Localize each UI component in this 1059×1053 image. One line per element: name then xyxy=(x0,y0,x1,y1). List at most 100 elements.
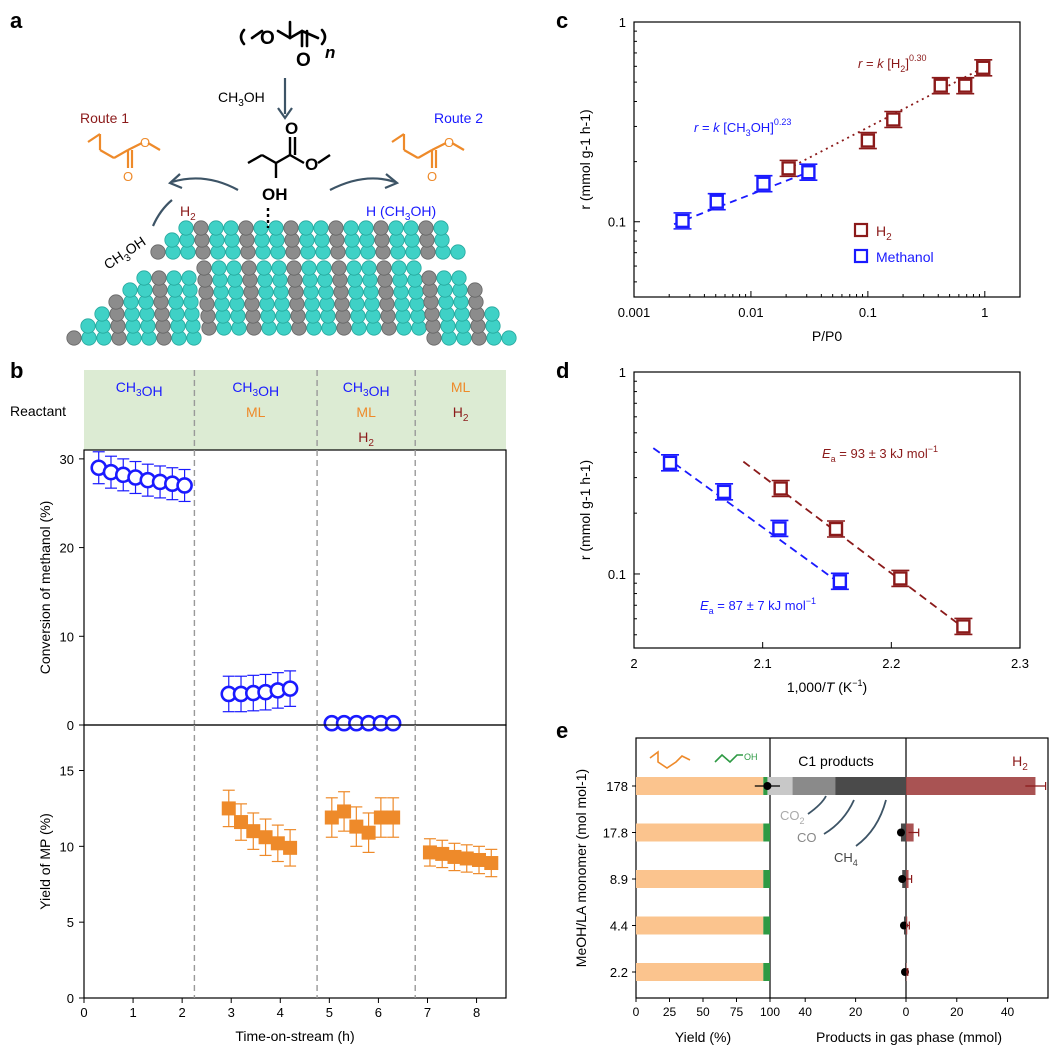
x-tick-label: 75 xyxy=(730,1005,744,1019)
y-tick-label: 1 xyxy=(619,15,626,30)
y-tick-label: 10 xyxy=(60,839,74,854)
panel-label-e: e xyxy=(556,718,568,743)
arrhenius-point xyxy=(773,481,788,496)
x-axis-label: 1,000/T (K−1) xyxy=(787,678,867,695)
x-tick-label: 3 xyxy=(228,1005,235,1020)
ml-carbonyl-o: O xyxy=(285,119,298,138)
oh-label: OH xyxy=(262,185,288,204)
arrhenius-point xyxy=(832,574,848,589)
surface-atom-gray xyxy=(421,270,437,286)
y-tick-label: 15 xyxy=(60,764,74,779)
x-tick-label: 4 xyxy=(277,1005,284,1020)
surface-atom-teal xyxy=(271,260,287,276)
yield-point xyxy=(270,836,285,851)
panel-label-b: b xyxy=(10,358,23,383)
ester-icon xyxy=(649,750,691,769)
fit-line xyxy=(673,170,812,226)
legend-label-h2: H2 xyxy=(876,223,892,243)
surface-atom-teal xyxy=(80,318,96,334)
h2-label: H2 xyxy=(1012,753,1028,773)
route1-arrow xyxy=(171,177,239,191)
x-axis-label: Time-on-stream (h) xyxy=(235,1028,354,1044)
yield-bar-ester xyxy=(636,916,764,935)
surface-atom-teal xyxy=(361,260,377,276)
surface-atom-gray xyxy=(108,294,124,310)
fit-label-methanol: r = k [CH3OH]0.23 xyxy=(694,117,791,138)
x-tick-label: 0 xyxy=(633,1005,640,1019)
co-arrow xyxy=(823,799,855,835)
route1-label: Route 1 xyxy=(80,110,129,126)
yield-bar-ester xyxy=(636,777,764,795)
y-tick-label: 20 xyxy=(60,541,74,556)
arrhenius-point xyxy=(956,619,971,634)
reactant-1-0: CH3OH xyxy=(232,379,279,399)
route1-product-o1: O xyxy=(123,169,133,184)
yield-point xyxy=(234,815,249,830)
yield-point xyxy=(221,801,236,816)
y-axis-label: Yield of MP (%) xyxy=(37,813,53,909)
y-tick-label: 0.1 xyxy=(608,215,626,230)
rate-point xyxy=(781,161,796,176)
co-annotation: CO xyxy=(797,830,817,845)
panel-a-scheme: O O n CH3OH O O OH Route 1 xyxy=(66,20,517,346)
x-tick-label: 20 xyxy=(950,1005,964,1019)
route2-product-o2: O xyxy=(444,135,454,150)
yield-point xyxy=(258,830,273,845)
x-tick-label: 2.2 xyxy=(882,656,900,671)
x-tick-label: 2.1 xyxy=(754,656,772,671)
y-tick-label: 1 xyxy=(619,365,626,380)
x-tick-label: 1 xyxy=(981,305,988,320)
yield-point xyxy=(337,804,352,819)
x-tick-label: 100 xyxy=(760,1005,780,1019)
x-tick-label: 2 xyxy=(630,656,637,671)
c1-total-point xyxy=(900,968,909,976)
catalyst-surface xyxy=(66,220,517,346)
x-tick-label: 2 xyxy=(179,1005,186,1020)
reactant-1-1: ML xyxy=(246,404,266,420)
carbonyl-o-label: O xyxy=(296,50,311,71)
surface-atom-teal xyxy=(226,260,242,276)
x-tick-label: 8 xyxy=(473,1005,480,1020)
yield-point xyxy=(386,810,401,825)
surface-atom-gray xyxy=(418,220,434,236)
y-tick-label: 0 xyxy=(67,991,74,1006)
surface-atom-teal xyxy=(211,260,227,276)
rate-point xyxy=(958,78,973,93)
surface-atom-teal xyxy=(436,270,452,286)
reactant-2-0: CH3OH xyxy=(343,379,390,399)
rate-point xyxy=(801,165,816,180)
y-tick-label: 5 xyxy=(67,915,74,930)
surface-atom-gray xyxy=(238,220,254,236)
yield-bar-ester xyxy=(636,963,764,981)
route2-arrow xyxy=(329,177,396,191)
yield-point xyxy=(472,852,487,867)
surface-atom-teal xyxy=(388,220,404,236)
surface-atom-teal xyxy=(164,232,180,248)
x-tick-label: 1 xyxy=(129,1005,136,1020)
surface-atom-teal xyxy=(358,220,374,236)
surface-methanol-label: CH3OH xyxy=(101,233,151,276)
surface-atom-gray xyxy=(376,260,392,276)
reactant-bar xyxy=(84,370,506,450)
alcohol-icon-oh: OH xyxy=(744,752,758,762)
conversion-point xyxy=(176,477,193,494)
route1-arrow-tail xyxy=(151,199,173,227)
c1-total-point xyxy=(899,921,908,930)
x-tick-label: 50 xyxy=(696,1005,710,1019)
arrhenius-point xyxy=(772,521,787,536)
x-tick-label: 7 xyxy=(424,1005,431,1020)
yield-plot: 0 5 10 15 Yield of MP (%) 0 1 2 3 4 5 6 7 8 Time-on-st… xyxy=(37,724,507,1044)
x-tick-label: 25 xyxy=(663,1005,677,1019)
route2-product-structure xyxy=(391,133,465,168)
panel-label-a: a xyxy=(10,8,23,33)
panel-label-d: d xyxy=(556,358,569,383)
arrhenius-point xyxy=(716,484,732,500)
c1-total-point xyxy=(763,782,772,790)
panel-c: 0.001 0.01 0.1 1 0.1 1 P/P​0 r (mmol g-1 h-1) r … xyxy=(577,15,1021,344)
reactant-3-0: ML xyxy=(451,379,471,395)
ml-ester-o: O xyxy=(305,155,318,174)
x-tick-label: 2.3 xyxy=(1011,656,1029,671)
panel-d: 2 2.1 2.2 2.3 0.1 1 1,000/T (K−1) r (mmol g-1 h… xyxy=(577,365,1029,695)
route1-arrow-head xyxy=(167,173,183,190)
